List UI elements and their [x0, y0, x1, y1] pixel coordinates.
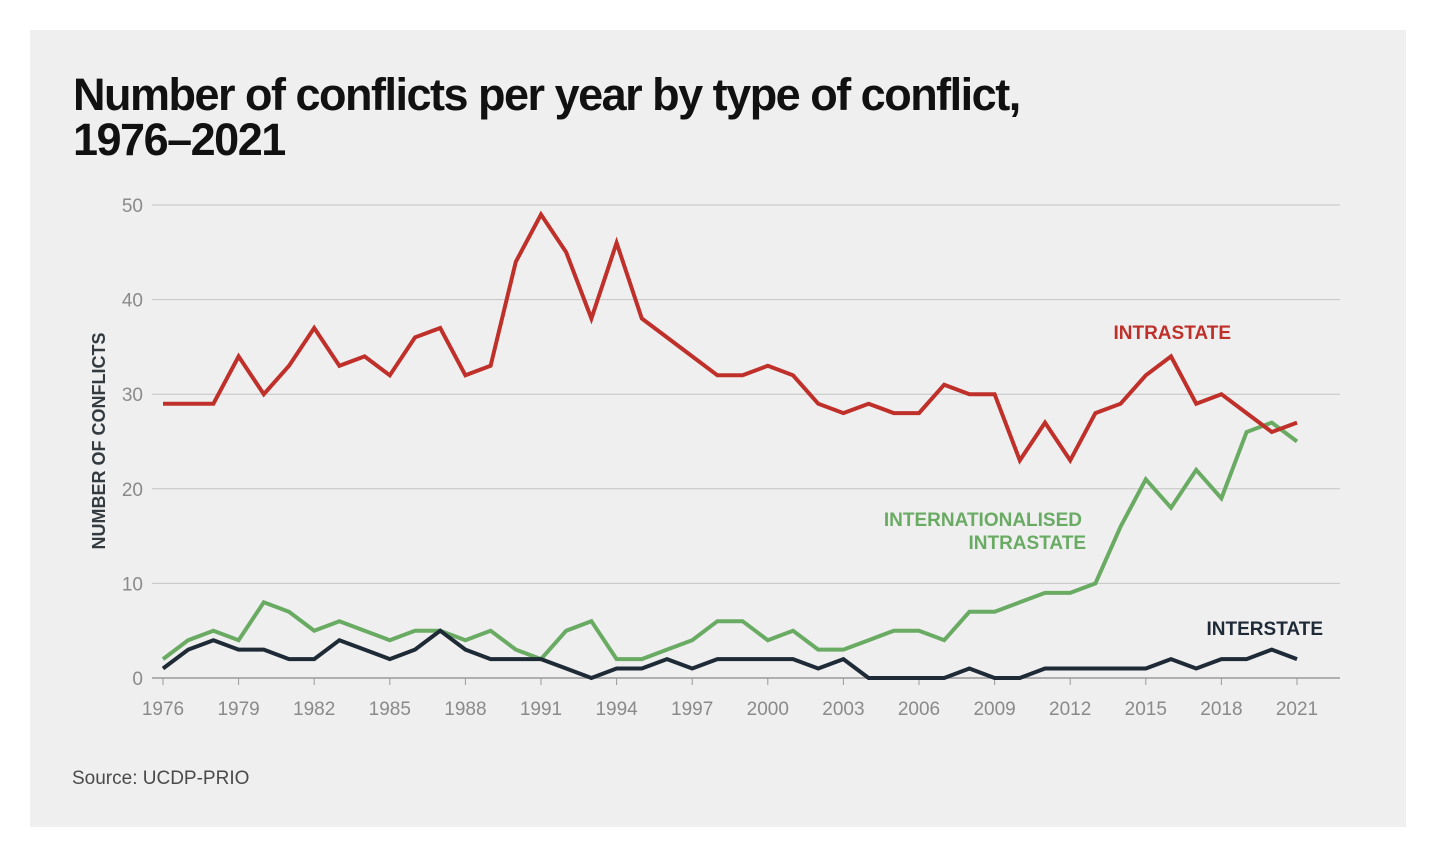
x-tick-label: 1979: [217, 699, 259, 720]
y-tick-label: 0: [132, 669, 143, 690]
y-tick-label: 20: [122, 480, 143, 501]
y-axis-label: NUMBER OF CONFLICTS: [89, 333, 109, 550]
series-line-internationalised-intrastate: [161, 420, 1299, 662]
x-tick-label: 1976: [142, 699, 184, 720]
x-tick-label: 2009: [973, 699, 1015, 720]
y-tick-label: 10: [122, 574, 143, 595]
chart-title: Number of conflicts per year by type of …: [73, 72, 1273, 162]
y-tick-label: 50: [122, 196, 143, 217]
x-axis-ticks: 1976 1979 1982 1985 1988 1991 1994 1997 2000 2003…: [142, 678, 1318, 720]
x-tick-label: 1997: [671, 699, 713, 720]
series-lines: [161, 210, 1299, 681]
x-tick-label: 1982: [293, 699, 335, 720]
series-label-internationalised-line-1: INTERNATIONALISED: [884, 510, 1082, 531]
x-tick-label: 2000: [747, 699, 789, 720]
y-tick-label: 30: [122, 385, 143, 406]
x-tick-label: 2021: [1276, 699, 1318, 720]
x-tick-label: 1994: [595, 699, 638, 720]
series-label-internationalised-line-2: INTRASTATE: [968, 533, 1086, 554]
chart-panel: [30, 30, 1406, 827]
source-note: Source: UCDP-PRIO: [72, 768, 250, 789]
x-tick-label: 2018: [1200, 699, 1242, 720]
y-axis-ticks: 0 10 20 30 40 50: [122, 196, 143, 690]
gridlines: [152, 204, 1340, 679]
series-line-intrastate: [163, 210, 1298, 465]
x-tick-label: 2003: [822, 699, 864, 720]
y-tick-label: 40: [122, 291, 143, 312]
chart-title-line-1: Number of conflicts per year by type of …: [73, 69, 1021, 120]
x-tick-label: 2006: [898, 699, 940, 720]
x-tick-label: 1988: [444, 699, 486, 720]
x-tick-label: 2012: [1049, 699, 1091, 720]
x-tick-label: 1985: [369, 699, 411, 720]
series-label-intrastate: INTRASTATE: [1113, 323, 1231, 344]
series-label-interstate: INTERSTATE: [1207, 619, 1323, 640]
chart-title-line-2: 1976–2021: [73, 114, 286, 165]
series-line-interstate: [161, 628, 1298, 681]
x-tick-label: 1991: [520, 699, 562, 720]
x-tick-label: 2015: [1125, 699, 1167, 720]
